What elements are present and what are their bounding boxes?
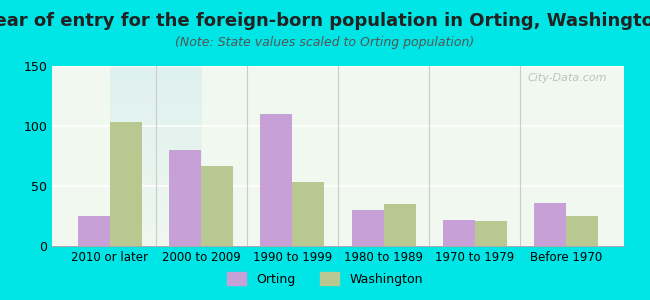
- Text: (Note: State values scaled to Orting population): (Note: State values scaled to Orting pop…: [176, 36, 474, 49]
- Bar: [261, 114, 292, 246]
- Bar: [534, 203, 566, 246]
- Bar: [78, 216, 110, 246]
- Bar: [475, 221, 507, 246]
- Legend: Orting, Washington: Orting, Washington: [222, 267, 428, 291]
- Bar: [384, 204, 415, 246]
- Bar: [443, 220, 475, 246]
- Text: Year of entry for the foreign-born population in Orting, Washington: Year of entry for the foreign-born popul…: [0, 12, 650, 30]
- Bar: [169, 150, 201, 246]
- Bar: [352, 210, 384, 246]
- Bar: [201, 166, 233, 246]
- Bar: [292, 182, 324, 246]
- Bar: [110, 122, 142, 246]
- Bar: [566, 216, 598, 246]
- Text: City-Data.com: City-Data.com: [527, 73, 607, 83]
